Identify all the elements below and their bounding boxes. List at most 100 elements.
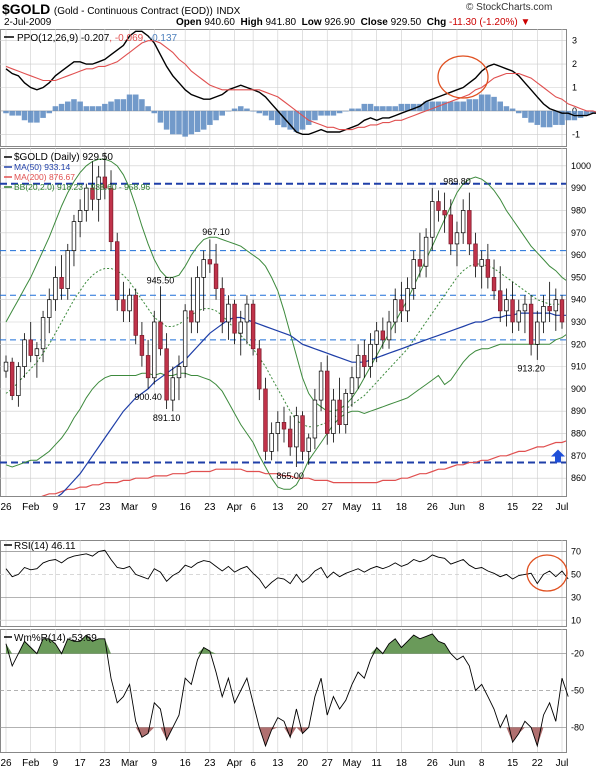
- ppo-histogram-bar: [386, 106, 392, 111]
- candle-body: [541, 306, 546, 323]
- ppo-histogram-bar: [108, 101, 114, 111]
- candle-body: [306, 437, 311, 452]
- ohlc-readout: Open 940.60 High 941.80 Low 926.90 Close…: [176, 17, 530, 28]
- ppo-histogram-bar: [213, 110, 219, 121]
- ppo-histogram-bar: [448, 101, 454, 111]
- ppo-histogram-bar: [3, 110, 9, 114]
- price-legend-entry: MA(200) 876.67: [14, 172, 75, 182]
- price-tick-label: 910: [571, 362, 586, 372]
- candle-body: [9, 361, 15, 396]
- candle-body: [189, 310, 194, 323]
- x-axis-label-bottom: 6: [250, 758, 256, 769]
- price-annotation: 891.10: [153, 413, 181, 423]
- panel-frame-price: [0, 148, 567, 497]
- ppo-histogram-bar: [417, 103, 423, 111]
- price-annotation: 967.10: [202, 227, 230, 237]
- candle-body: [337, 399, 342, 425]
- up-arrow-icon: [551, 449, 565, 463]
- rsi-tick-label: 30: [571, 592, 581, 602]
- candle-body: [318, 370, 324, 401]
- candle-body: [392, 299, 398, 323]
- candle-body: [559, 299, 565, 323]
- ppo-histogram-bar: [565, 110, 571, 121]
- candle-body: [77, 210, 83, 222]
- candle-body: [158, 321, 163, 350]
- price-annotation: 989.80: [443, 177, 471, 187]
- price-tick-label: 990: [571, 183, 586, 193]
- candle-body: [195, 277, 200, 323]
- ppo-histogram-bar: [132, 94, 139, 111]
- low-value: 926.90: [324, 17, 356, 28]
- x-axis-label-bottom: 26: [0, 758, 12, 769]
- ppo-histogram-bar: [380, 106, 386, 111]
- ppo-histogram-bar: [497, 101, 504, 111]
- ppo-tick-label: 1: [572, 83, 577, 93]
- rsi-highlight-circle: [526, 554, 568, 592]
- candle-body: [325, 370, 330, 434]
- candle-body: [504, 299, 509, 312]
- x-axis-label-bottom: 9: [151, 758, 157, 769]
- candle-body: [281, 422, 287, 430]
- candle-body: [448, 214, 454, 245]
- x-axis-label-bottom: 26: [427, 758, 439, 769]
- ppo-histogram-bar: [404, 103, 411, 111]
- ppo-histogram-bar: [182, 110, 188, 137]
- candle-body: [164, 348, 169, 401]
- x-axis-label: 16: [180, 502, 192, 513]
- candle-body: [454, 232, 460, 245]
- panel-frame-rsi: [0, 540, 567, 627]
- ppo-histogram-bar: [200, 110, 207, 130]
- x-axis-label: Jul: [556, 502, 569, 513]
- ppo-histogram-bar: [540, 110, 547, 128]
- open-label: Open: [176, 17, 202, 28]
- chg-label: Chg: [426, 17, 447, 28]
- ppo-histogram-bar: [231, 108, 238, 111]
- panel-frame-ppo: [0, 29, 567, 147]
- ppo-histogram-bar: [262, 110, 269, 116]
- price-tick-label: 1000: [571, 161, 591, 171]
- candle-body: [232, 303, 237, 334]
- price-tick-label: 960: [571, 250, 586, 260]
- bollinger-upper-band: [5, 158, 566, 412]
- candle-body: [71, 221, 77, 251]
- candle-body: [386, 321, 392, 341]
- ppo-histogram-bar: [83, 106, 90, 111]
- candle-body: [269, 433, 274, 452]
- candle-body: [535, 321, 540, 345]
- candle-body: [213, 263, 219, 289]
- ma200-line: [41, 440, 566, 496]
- ppo-histogram-bar: [466, 99, 473, 111]
- candle-body: [250, 303, 256, 350]
- x-axis-label-bottom: 11: [371, 758, 382, 769]
- x-axis-label: 6: [250, 502, 256, 513]
- ppo-histogram-bar: [503, 106, 510, 111]
- candle-body: [238, 321, 243, 334]
- candle-body: [349, 377, 355, 394]
- candle-body: [498, 290, 503, 312]
- candle-body: [380, 330, 386, 341]
- ppo-histogram-bar: [268, 110, 275, 121]
- symbol: $GOLD: [2, 1, 51, 17]
- price-tick-label: 880: [571, 429, 586, 439]
- candle-body: [53, 277, 58, 301]
- candle-body: [312, 399, 318, 439]
- ppo-histogram-bar: [27, 110, 34, 123]
- x-axis-label-bottom: Feb: [22, 758, 40, 769]
- candle-body: [362, 355, 367, 367]
- candle-body: [510, 299, 515, 323]
- ppo-histogram-bar: [219, 110, 226, 116]
- x-axis-label: 9: [53, 502, 59, 513]
- ppo-histogram-bar: [429, 101, 436, 111]
- x-axis-label: 23: [99, 502, 111, 513]
- rsi-line: [5, 549, 569, 589]
- ppo-histogram-bar: [472, 99, 479, 111]
- ppo-histogram-bar: [559, 110, 565, 125]
- ppo-histogram-bar: [287, 110, 293, 130]
- ppo-histogram-bar: [126, 94, 133, 111]
- candle-body: [121, 299, 126, 312]
- rsi-tick-label: 50: [571, 569, 581, 579]
- price-annotation: 900.40: [134, 392, 162, 402]
- price-tick-label: 950: [571, 272, 586, 282]
- open-value: 940.60: [204, 17, 235, 28]
